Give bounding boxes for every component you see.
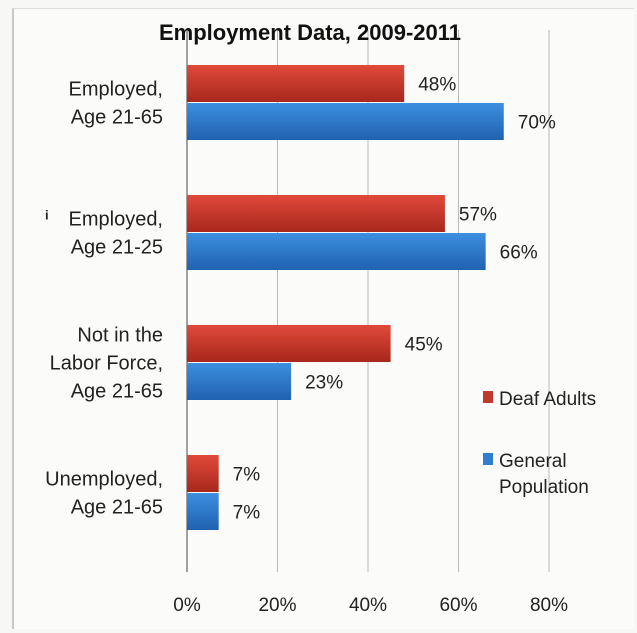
legend-swatch-0 <box>483 391 493 403</box>
data-label-deaf-adults-2: 45% <box>405 335 443 356</box>
category-label-3-1: Age 21-65 <box>71 497 163 519</box>
category-label-2-2: Age 21-65 <box>71 381 163 403</box>
category-label-0-0: Employed, <box>69 79 164 101</box>
data-label-deaf-adults-3: 7% <box>233 465 261 486</box>
category-label-2-1: Labor Force, <box>50 353 163 375</box>
chart-title: Employment Data, 2009-2011 <box>159 20 461 45</box>
bar-general-population-2 <box>187 363 292 400</box>
x-tick-label-3: 60% <box>439 595 477 616</box>
category-label-3-0: Unemployed, <box>45 469 163 491</box>
x-tick-label-1: 20% <box>258 595 296 616</box>
category-label-1-1: Age 21-25 <box>71 237 163 259</box>
data-label-general-population-0: 70% <box>518 113 556 134</box>
bar-deaf-adults-1 <box>187 195 445 232</box>
legend-swatch-1 <box>483 453 493 465</box>
bar-deaf-adults-0 <box>187 65 405 102</box>
data-label-deaf-adults-1: 57% <box>459 205 497 226</box>
bar-general-population-1 <box>187 233 486 270</box>
data-label-general-population-1: 66% <box>500 243 538 264</box>
category-marker-1: i <box>45 208 49 223</box>
bar-deaf-adults-2 <box>187 325 391 362</box>
legend-label-1-0: General <box>499 451 567 472</box>
category-label-2-0: Not in the <box>77 325 163 347</box>
x-tick-label-2: 40% <box>349 595 387 616</box>
legend-label-0-0: Deaf Adults <box>499 389 596 410</box>
category-label-0-1: Age 21-65 <box>71 107 163 129</box>
x-tick-label-0: 0% <box>173 595 201 616</box>
bar-general-population-3 <box>187 493 219 530</box>
x-tick-label-4: 80% <box>530 595 568 616</box>
bar-general-population-0 <box>187 103 504 140</box>
data-label-general-population-2: 23% <box>305 373 343 394</box>
legend-label-1-1: Population <box>499 477 589 498</box>
data-label-deaf-adults-0: 48% <box>418 75 456 96</box>
bar-deaf-adults-3 <box>187 455 219 492</box>
data-label-general-population-3: 7% <box>233 503 261 524</box>
category-label-1-0: Employed, <box>69 209 164 231</box>
